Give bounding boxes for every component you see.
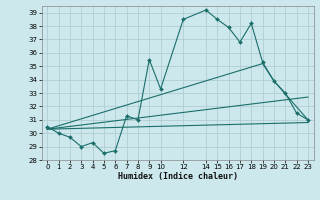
X-axis label: Humidex (Indice chaleur): Humidex (Indice chaleur) xyxy=(118,172,237,181)
